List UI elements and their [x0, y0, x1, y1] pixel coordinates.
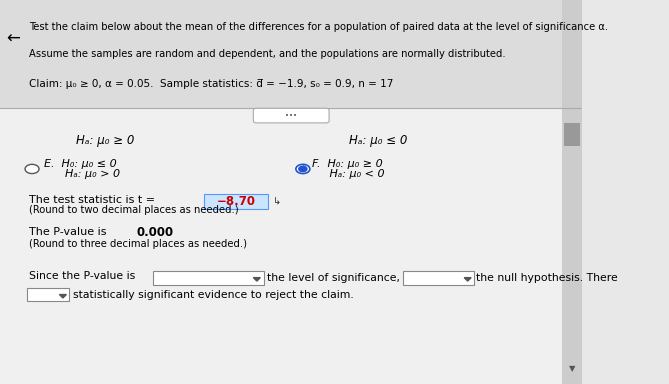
FancyBboxPatch shape: [254, 108, 329, 123]
Text: Hₐ: μ₀ > 0: Hₐ: μ₀ > 0: [43, 169, 120, 179]
Text: ←: ←: [6, 30, 19, 47]
FancyBboxPatch shape: [0, 0, 583, 384]
FancyBboxPatch shape: [153, 271, 264, 285]
Text: Claim: μ₀ ≥ 0, α = 0.05.  Sample statistics: d̅ = −1.9, s₀ = 0.9, n = 17: Claim: μ₀ ≥ 0, α = 0.05. Sample statisti…: [29, 79, 393, 89]
Text: ▼: ▼: [569, 364, 575, 373]
Text: Hₐ: μ₀ ≤ 0: Hₐ: μ₀ ≤ 0: [349, 134, 408, 147]
Text: 0.000: 0.000: [137, 226, 174, 239]
Text: Hₐ: μ₀ < 0: Hₐ: μ₀ < 0: [312, 169, 384, 179]
Text: ✓: ✓: [299, 162, 307, 172]
Text: statistically significant evidence to reject the claim.: statistically significant evidence to re…: [73, 290, 353, 300]
FancyBboxPatch shape: [204, 194, 268, 209]
Text: E.  H₀: μ₀ ≤ 0: E. H₀: μ₀ ≤ 0: [43, 159, 116, 169]
FancyBboxPatch shape: [0, 0, 583, 108]
Polygon shape: [464, 278, 471, 281]
Text: the null hypothesis. There: the null hypothesis. There: [476, 273, 618, 283]
Text: ↳: ↳: [272, 196, 281, 206]
Text: Test the claim below about the mean of the differences for a population of paire: Test the claim below about the mean of t…: [29, 22, 608, 32]
Text: F.  H₀: μ₀ ≥ 0: F. H₀: μ₀ ≥ 0: [312, 159, 383, 169]
Text: Assume the samples are random and dependent, and the populations are normally di: Assume the samples are random and depend…: [29, 49, 506, 59]
Text: (Round to two decimal places as needed.): (Round to two decimal places as needed.): [29, 205, 239, 215]
Text: The test statistic is t =: The test statistic is t =: [29, 195, 159, 205]
FancyBboxPatch shape: [564, 123, 580, 146]
FancyBboxPatch shape: [562, 0, 583, 384]
Text: −8.70: −8.70: [216, 195, 256, 208]
Polygon shape: [60, 295, 66, 298]
Circle shape: [25, 164, 39, 174]
Circle shape: [299, 166, 307, 172]
FancyBboxPatch shape: [403, 271, 474, 285]
Text: the level of significance,: the level of significance,: [267, 273, 400, 283]
Text: The P-value is: The P-value is: [29, 227, 110, 237]
Text: Hₐ: μ₀ ≥ 0: Hₐ: μ₀ ≥ 0: [76, 134, 134, 147]
Text: Since the P-value is: Since the P-value is: [29, 271, 135, 281]
FancyBboxPatch shape: [27, 288, 69, 301]
Polygon shape: [254, 278, 260, 281]
Text: (Round to three decimal places as needed.): (Round to three decimal places as needed…: [29, 239, 247, 249]
Circle shape: [296, 164, 310, 174]
Text: •••: •••: [285, 113, 297, 119]
